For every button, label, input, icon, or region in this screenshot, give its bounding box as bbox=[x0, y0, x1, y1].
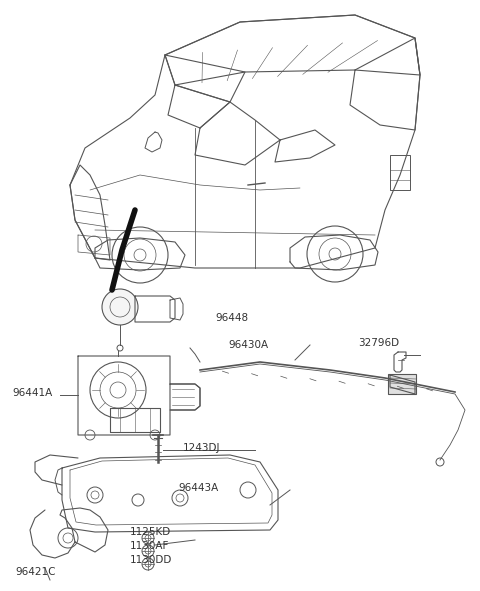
Text: 1130DD: 1130DD bbox=[130, 555, 172, 565]
Text: 96430A: 96430A bbox=[228, 340, 268, 350]
Bar bbox=[390, 155, 410, 190]
Bar bbox=[388, 374, 416, 394]
Text: 32796D: 32796D bbox=[358, 338, 399, 348]
Text: 96421C: 96421C bbox=[15, 567, 56, 577]
Circle shape bbox=[102, 289, 138, 325]
Text: 96441A: 96441A bbox=[12, 388, 52, 398]
Text: 1243DJ: 1243DJ bbox=[183, 443, 220, 453]
Text: 1130AF: 1130AF bbox=[130, 541, 169, 551]
Text: 96448: 96448 bbox=[215, 313, 248, 323]
Text: 96443A: 96443A bbox=[178, 483, 218, 493]
Text: 1125KD: 1125KD bbox=[130, 527, 171, 537]
